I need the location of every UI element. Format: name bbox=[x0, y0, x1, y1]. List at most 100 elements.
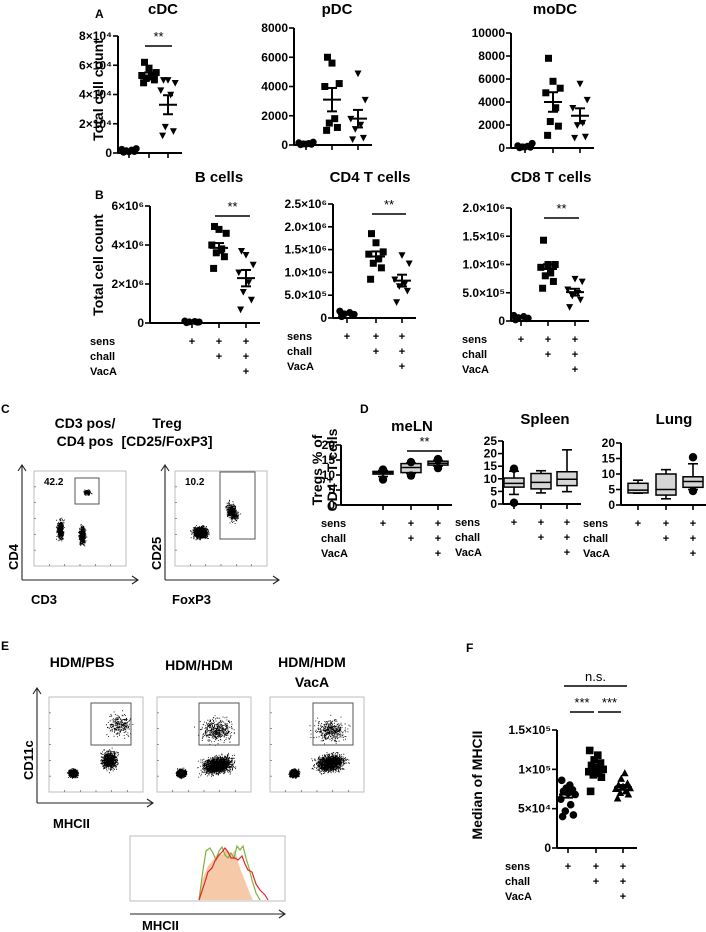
cell-population-dots bbox=[197, 752, 237, 778]
box-2 bbox=[427, 454, 449, 473]
data-point-triangle-down bbox=[566, 304, 574, 311]
y-tick-label: 1.5×10⁵ bbox=[508, 723, 551, 737]
gate-box bbox=[198, 702, 240, 746]
cell-population-dots bbox=[190, 525, 210, 541]
data-point-square bbox=[208, 241, 216, 249]
outlier-point bbox=[688, 453, 698, 462]
y-tick-label: 4000 bbox=[478, 95, 505, 109]
chart-title: pDC bbox=[322, 1, 353, 18]
y-tick-label: 0 bbox=[137, 316, 144, 330]
data-point-triangle-down bbox=[159, 132, 167, 140]
condition-mark: + bbox=[408, 533, 414, 545]
y-tick-label: 10 bbox=[484, 472, 498, 486]
facs-layer: CD3 pos/CD4 pos 42.2 CD3 CD4 Treg [CD25/FoxP3… bbox=[6, 415, 365, 932]
y-tick-label: 0 bbox=[105, 146, 112, 160]
condition-mark: + bbox=[511, 517, 517, 529]
data-point-square bbox=[368, 230, 375, 238]
condition-mark: + bbox=[663, 518, 669, 530]
cell-population-dots bbox=[55, 517, 65, 542]
y-tick-label: 4×10⁶ bbox=[111, 238, 144, 252]
condition-mark: + bbox=[564, 532, 570, 544]
data-point-square bbox=[211, 222, 218, 230]
condition-row-label: chall bbox=[287, 346, 312, 358]
data-point-square bbox=[367, 275, 375, 283]
condition-mark: + bbox=[435, 518, 441, 530]
data-point-triangle-down bbox=[171, 80, 179, 87]
data-point-circle bbox=[561, 807, 570, 815]
plot-frame bbox=[129, 835, 286, 902]
data-group-2 bbox=[569, 80, 591, 142]
cell-population-dots bbox=[78, 523, 88, 547]
y-tick-label: 2×10⁶ bbox=[111, 277, 144, 291]
condition-row-label: sens bbox=[505, 861, 530, 873]
condition-row-label: chall bbox=[462, 349, 487, 361]
histogram-line-series-red bbox=[198, 847, 269, 901]
data-group-0 bbox=[557, 776, 579, 821]
data-point-square bbox=[335, 80, 343, 88]
facs-plot-title: [CD25/FoxP3] bbox=[121, 433, 212, 449]
data-point-square bbox=[333, 123, 341, 131]
x-axis-label: MHCII bbox=[53, 816, 90, 831]
condition-mark: + bbox=[620, 861, 626, 873]
gate-percentage: 10.2 bbox=[185, 477, 205, 488]
data-point-square bbox=[372, 239, 380, 247]
condition-mark: + bbox=[399, 331, 405, 343]
y-axis-label: Median of MHCII bbox=[469, 731, 485, 840]
data-point-square bbox=[321, 83, 329, 90]
data-point-triangle-down bbox=[237, 306, 245, 314]
condition-row-label: VacA bbox=[505, 891, 532, 903]
significance-label: ** bbox=[419, 434, 429, 449]
cell-population-dots bbox=[100, 747, 119, 774]
outlier-point bbox=[688, 486, 698, 496]
y-tick-label: 8000 bbox=[261, 21, 288, 35]
gate-box bbox=[90, 702, 132, 746]
data-point-square bbox=[145, 64, 153, 72]
data-point-triangle-down bbox=[249, 261, 257, 269]
data-point-square bbox=[546, 118, 554, 126]
data-point-square bbox=[586, 787, 595, 796]
y-tick-label: 20 bbox=[484, 447, 498, 461]
y-axis-arrow-icon bbox=[32, 687, 42, 803]
data-point-triangle-down bbox=[239, 289, 247, 296]
data-point-triangle-down bbox=[398, 252, 406, 259]
y-tick-label: 0 bbox=[328, 498, 335, 512]
condition-row-label: VacA bbox=[287, 361, 314, 373]
chart-pdc: pDC 0 2000 4000 6000 8000 bbox=[261, 1, 372, 152]
data-point-circle bbox=[528, 139, 536, 147]
data-point-square bbox=[544, 131, 552, 139]
data-point-square bbox=[540, 236, 547, 244]
outlier-point bbox=[509, 498, 519, 507]
facs-plot-title: HDM/HDM bbox=[165, 657, 233, 673]
data-point-square bbox=[585, 746, 594, 755]
chart-b-cells: B cells Total cell count 0 2×10⁶ 4×10⁶ 6×10⁶ *… bbox=[90, 169, 260, 378]
condition-row-label: sens bbox=[455, 517, 480, 529]
y-tick-label: 0 bbox=[498, 314, 505, 328]
y-tick-label: 1.5×10⁶ bbox=[284, 243, 327, 257]
condition-mark: + bbox=[572, 334, 578, 346]
condition-mark: + bbox=[690, 548, 696, 560]
condition-mark: + bbox=[189, 336, 195, 348]
facs-plot-title: Treg bbox=[152, 415, 182, 431]
data-point-square bbox=[552, 104, 560, 112]
data-group-0 bbox=[336, 307, 358, 321]
iqr-box bbox=[530, 472, 552, 490]
data-group-0 bbox=[514, 139, 536, 152]
significance-label: ** bbox=[556, 201, 566, 216]
data-point-square bbox=[140, 79, 148, 87]
y-tick-label: 15 bbox=[322, 453, 336, 467]
data-group-1 bbox=[585, 746, 607, 796]
facs-plot-0: HDM/PBS bbox=[48, 654, 144, 793]
condition-mark: + bbox=[593, 876, 599, 888]
outlier-point bbox=[378, 465, 388, 474]
y-tick-label: 8000 bbox=[478, 49, 505, 63]
data-point-square bbox=[152, 69, 160, 77]
condition-mark: + bbox=[399, 361, 405, 373]
data-point-square bbox=[542, 89, 550, 97]
y-axis-label: Total cell count bbox=[90, 39, 106, 141]
y-tick-label: 20 bbox=[602, 436, 616, 450]
y-tick-label: 15 bbox=[484, 459, 498, 473]
box-2 bbox=[556, 449, 578, 493]
cell-population-dots bbox=[83, 489, 93, 496]
condition-row-label: VacA bbox=[583, 548, 610, 560]
